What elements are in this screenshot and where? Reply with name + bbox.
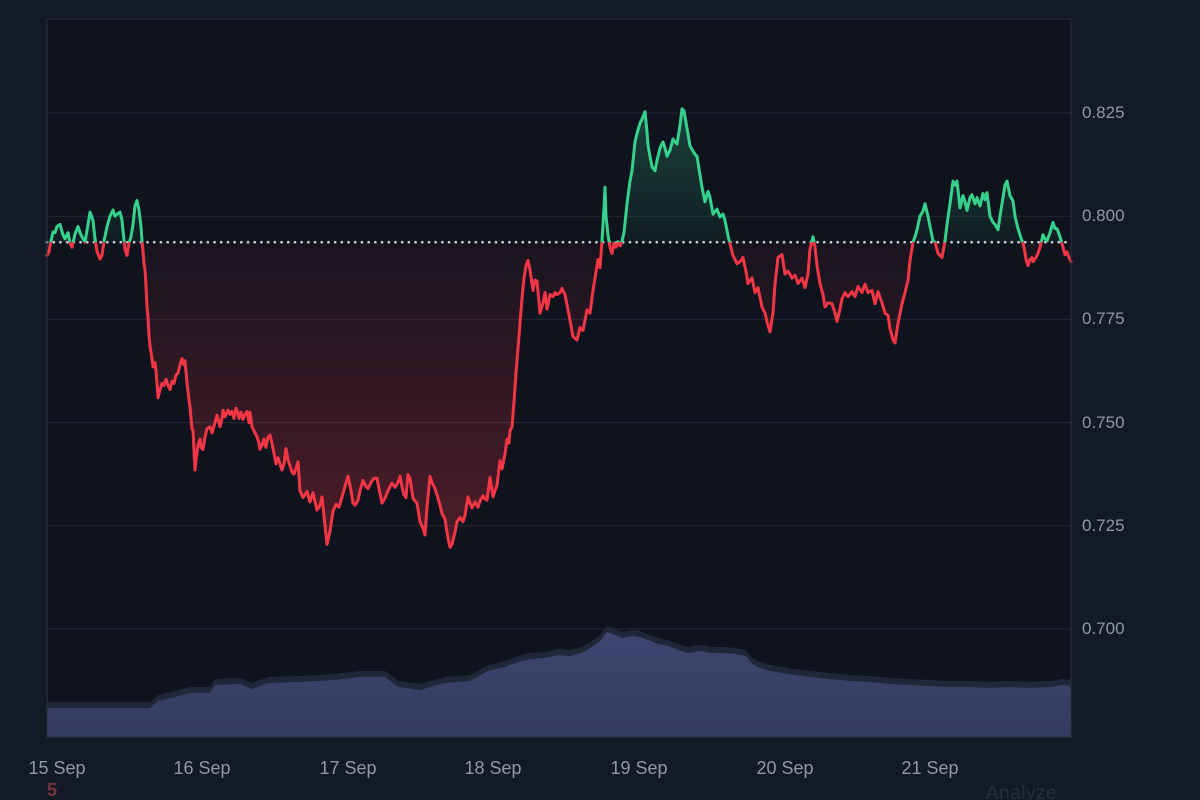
timeframe-label[interactable]: 5 [47, 780, 58, 800]
x-axis-label: 20 Sep [756, 758, 814, 778]
x-axis-label: 17 Sep [319, 758, 377, 778]
x-axis-label: 19 Sep [610, 758, 668, 778]
y-axis-label: 0.700 [1082, 619, 1125, 638]
y-axis-label: 0.800 [1082, 206, 1125, 226]
y-axis-label: 0.825 [1082, 103, 1125, 122]
y-axis-label: 0.750 [1082, 412, 1125, 432]
analyze-button[interactable]: Analyze [986, 783, 1058, 800]
y-axis-label: 0.775 [1082, 309, 1125, 329]
y-axis-label: 0.725 [1082, 515, 1125, 535]
x-axis-label: 21 Sep [901, 758, 959, 778]
x-axis-label: 16 Sep [173, 758, 231, 778]
x-axis-label: 15 Sep [28, 758, 86, 778]
x-axis-label: 18 Sep [464, 758, 522, 778]
